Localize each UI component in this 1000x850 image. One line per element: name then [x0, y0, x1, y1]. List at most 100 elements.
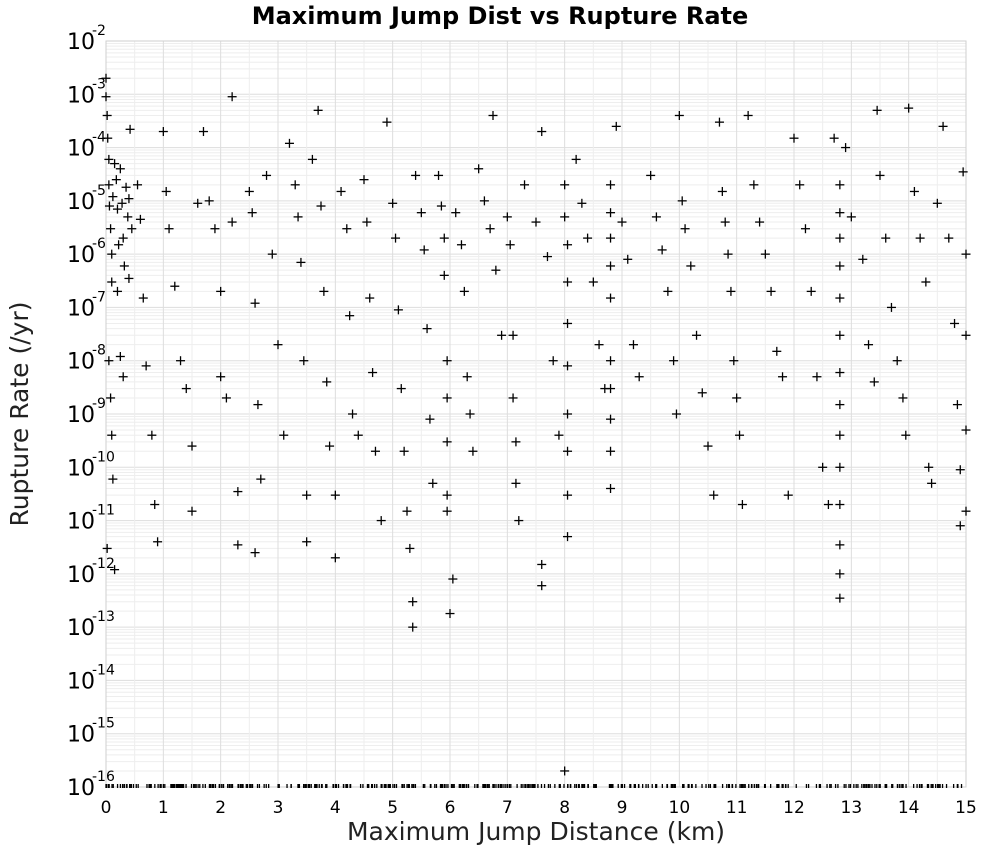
data-point — [723, 249, 733, 259]
x-tick-label: 11 — [726, 798, 748, 818]
data-point — [617, 217, 627, 227]
data-point — [729, 356, 739, 366]
data-point — [651, 212, 661, 222]
data-point — [726, 286, 736, 296]
data-point — [563, 409, 573, 419]
data-point — [127, 224, 137, 234]
y-tick-label: 10 — [67, 137, 95, 162]
data-point — [135, 214, 145, 224]
data-point — [886, 302, 896, 312]
data-point — [560, 180, 570, 190]
data-point — [657, 245, 667, 255]
data-point — [497, 330, 507, 340]
data-point — [623, 254, 633, 264]
data-point — [924, 462, 934, 472]
y-tick-exponent: -13 — [92, 609, 115, 625]
data-point — [101, 73, 111, 83]
data-point — [955, 465, 965, 475]
data-point — [686, 261, 696, 271]
data-point — [571, 154, 581, 164]
data-point — [104, 201, 114, 211]
data-point — [560, 766, 570, 776]
x-axis-ticks: 0 1 2 3 4 5 6 7 8 9 10 11 12 13 14 15 — [101, 798, 977, 818]
data-point — [442, 356, 452, 366]
x-tick-label: 6 — [445, 798, 456, 818]
data-point — [419, 245, 429, 255]
data-point — [720, 217, 730, 227]
y-tick-exponent: -6 — [92, 236, 106, 252]
data-point — [502, 212, 512, 222]
y-tick-exponent: -12 — [92, 556, 115, 572]
data-point — [141, 361, 151, 371]
data-point — [875, 170, 885, 180]
data-point — [583, 233, 593, 243]
data-point — [606, 483, 616, 493]
data-point — [293, 212, 303, 222]
data-point — [382, 117, 392, 127]
data-point — [760, 249, 770, 259]
grid — [105, 40, 967, 788]
data-point — [835, 261, 845, 271]
data-point — [227, 217, 237, 227]
data-point — [932, 198, 942, 208]
data-point — [594, 340, 604, 350]
data-point — [115, 164, 125, 174]
data-point — [628, 340, 638, 350]
data-point — [606, 208, 616, 218]
data-point — [133, 180, 143, 190]
data-point — [611, 121, 621, 131]
data-point — [835, 462, 845, 472]
data-point — [198, 127, 208, 137]
data-point — [302, 537, 312, 547]
data-point — [302, 490, 312, 500]
data-point — [465, 409, 475, 419]
data-point — [680, 224, 690, 234]
data-point — [121, 182, 131, 192]
data-point — [330, 490, 340, 500]
data-point — [161, 186, 171, 196]
data-point — [717, 186, 727, 196]
data-point — [448, 574, 458, 584]
data-point — [115, 351, 125, 361]
data-point — [508, 393, 518, 403]
data-point — [829, 133, 839, 143]
data-point — [554, 430, 564, 440]
y-tick-label: 10 — [67, 83, 95, 108]
data-point — [563, 318, 573, 328]
data-point — [107, 277, 117, 287]
data-point — [376, 516, 386, 526]
data-point — [606, 356, 616, 366]
data-point — [256, 474, 266, 484]
y-axis-label: Rupture Rate (/yr) — [5, 302, 34, 527]
data-point — [537, 581, 547, 591]
data-point — [671, 409, 681, 419]
data-point — [548, 356, 558, 366]
data-point — [368, 368, 378, 378]
y-tick-label: 10 — [67, 243, 95, 268]
data-point — [537, 127, 547, 137]
data-point — [118, 233, 128, 243]
x-tick-label: 13 — [841, 798, 863, 818]
data-point — [944, 233, 954, 243]
y-tick-exponent: -2 — [92, 23, 106, 39]
data-point — [233, 540, 243, 550]
data-point — [250, 548, 260, 558]
data-point — [459, 286, 469, 296]
data-point — [442, 506, 452, 516]
data-point — [669, 356, 679, 366]
data-point — [663, 286, 673, 296]
data-point — [806, 286, 816, 296]
data-point — [325, 441, 335, 451]
data-point — [299, 356, 309, 366]
data-point — [442, 490, 452, 500]
data-point — [835, 233, 845, 243]
data-point — [505, 240, 515, 250]
data-point — [445, 609, 455, 619]
data-point — [901, 430, 911, 440]
y-tick-label: 10 — [67, 30, 95, 55]
data-point — [514, 516, 524, 526]
data-point — [158, 127, 168, 137]
x-tick-label: 14 — [898, 798, 920, 818]
y-tick-exponent: -9 — [92, 396, 106, 412]
data-point — [193, 198, 203, 208]
